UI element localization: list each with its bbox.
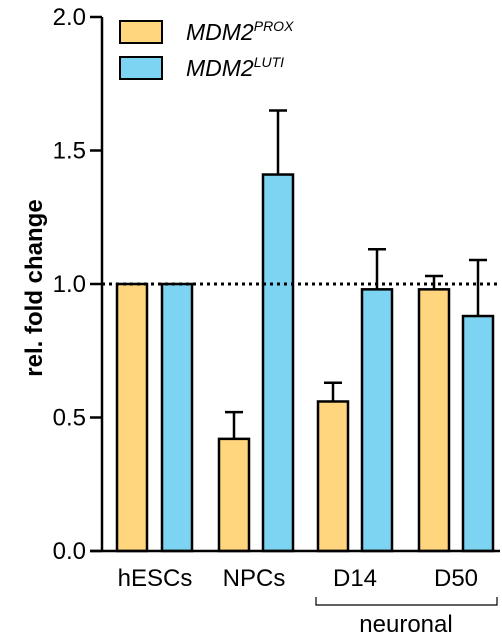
bar — [217, 437, 251, 553]
bar — [115, 282, 149, 553]
y-tick-label: 2.0 — [53, 4, 86, 31]
bar — [261, 173, 295, 553]
x-tick-label: D14 — [333, 565, 377, 592]
y-axis-label: rel. fold change — [21, 199, 48, 376]
x-tick-label: hESCs — [118, 565, 193, 592]
legend-swatch-prox — [119, 20, 163, 44]
legend-label-prox-base: MDM2 — [186, 19, 254, 45]
bar — [417, 288, 451, 553]
x-tick-label: NPCs — [223, 565, 286, 592]
y-tick-label: 0.5 — [53, 405, 86, 432]
legend-label-prox: MDM2PROX — [186, 18, 294, 45]
x-tick-label: D50 — [434, 565, 478, 592]
legend-swatch-luti — [119, 56, 163, 80]
legend-label-luti-sup: LUTI — [254, 54, 284, 70]
x-axis-ticks: hESCs NPCs D14 D50 — [118, 565, 478, 592]
error-bars-group — [225, 109, 487, 439]
y-axis-ticks: 0.0 0.5 1.0 1.5 2.0 — [53, 4, 102, 565]
y-tick-label: 1.0 — [53, 271, 86, 298]
bar — [461, 314, 495, 553]
bar — [316, 400, 350, 553]
legend-label-luti-base: MDM2 — [186, 55, 254, 81]
legend: MDM2PROX MDM2LUTI — [119, 18, 294, 81]
y-tick-label: 1.5 — [53, 138, 86, 165]
group-label: neuronal — [359, 611, 452, 638]
bracket-line — [315, 597, 498, 606]
bar — [160, 282, 194, 553]
y-tick-label: 0.0 — [53, 538, 86, 565]
bar — [360, 288, 394, 553]
group-bracket: neuronal — [315, 597, 498, 638]
legend-label-prox-sup: PROX — [254, 18, 294, 34]
legend-label-luti: MDM2LUTI — [186, 54, 284, 81]
bars-group — [115, 173, 495, 553]
